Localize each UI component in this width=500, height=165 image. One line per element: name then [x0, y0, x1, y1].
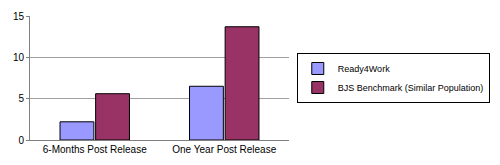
svg-text:Ready4Work: Ready4Work — [338, 64, 390, 74]
svg-text:One Year Post Release: One Year Post Release — [172, 144, 276, 155]
svg-text:BJS Benchmark (Similar Populat: BJS Benchmark (Similar Population) — [338, 83, 484, 93]
svg-text:6-Months Post Release: 6-Months Post Release — [43, 144, 147, 155]
svg-text:10: 10 — [13, 52, 25, 63]
svg-text:15: 15 — [13, 11, 25, 22]
svg-text:0: 0 — [18, 135, 24, 146]
svg-text:5: 5 — [18, 93, 24, 104]
